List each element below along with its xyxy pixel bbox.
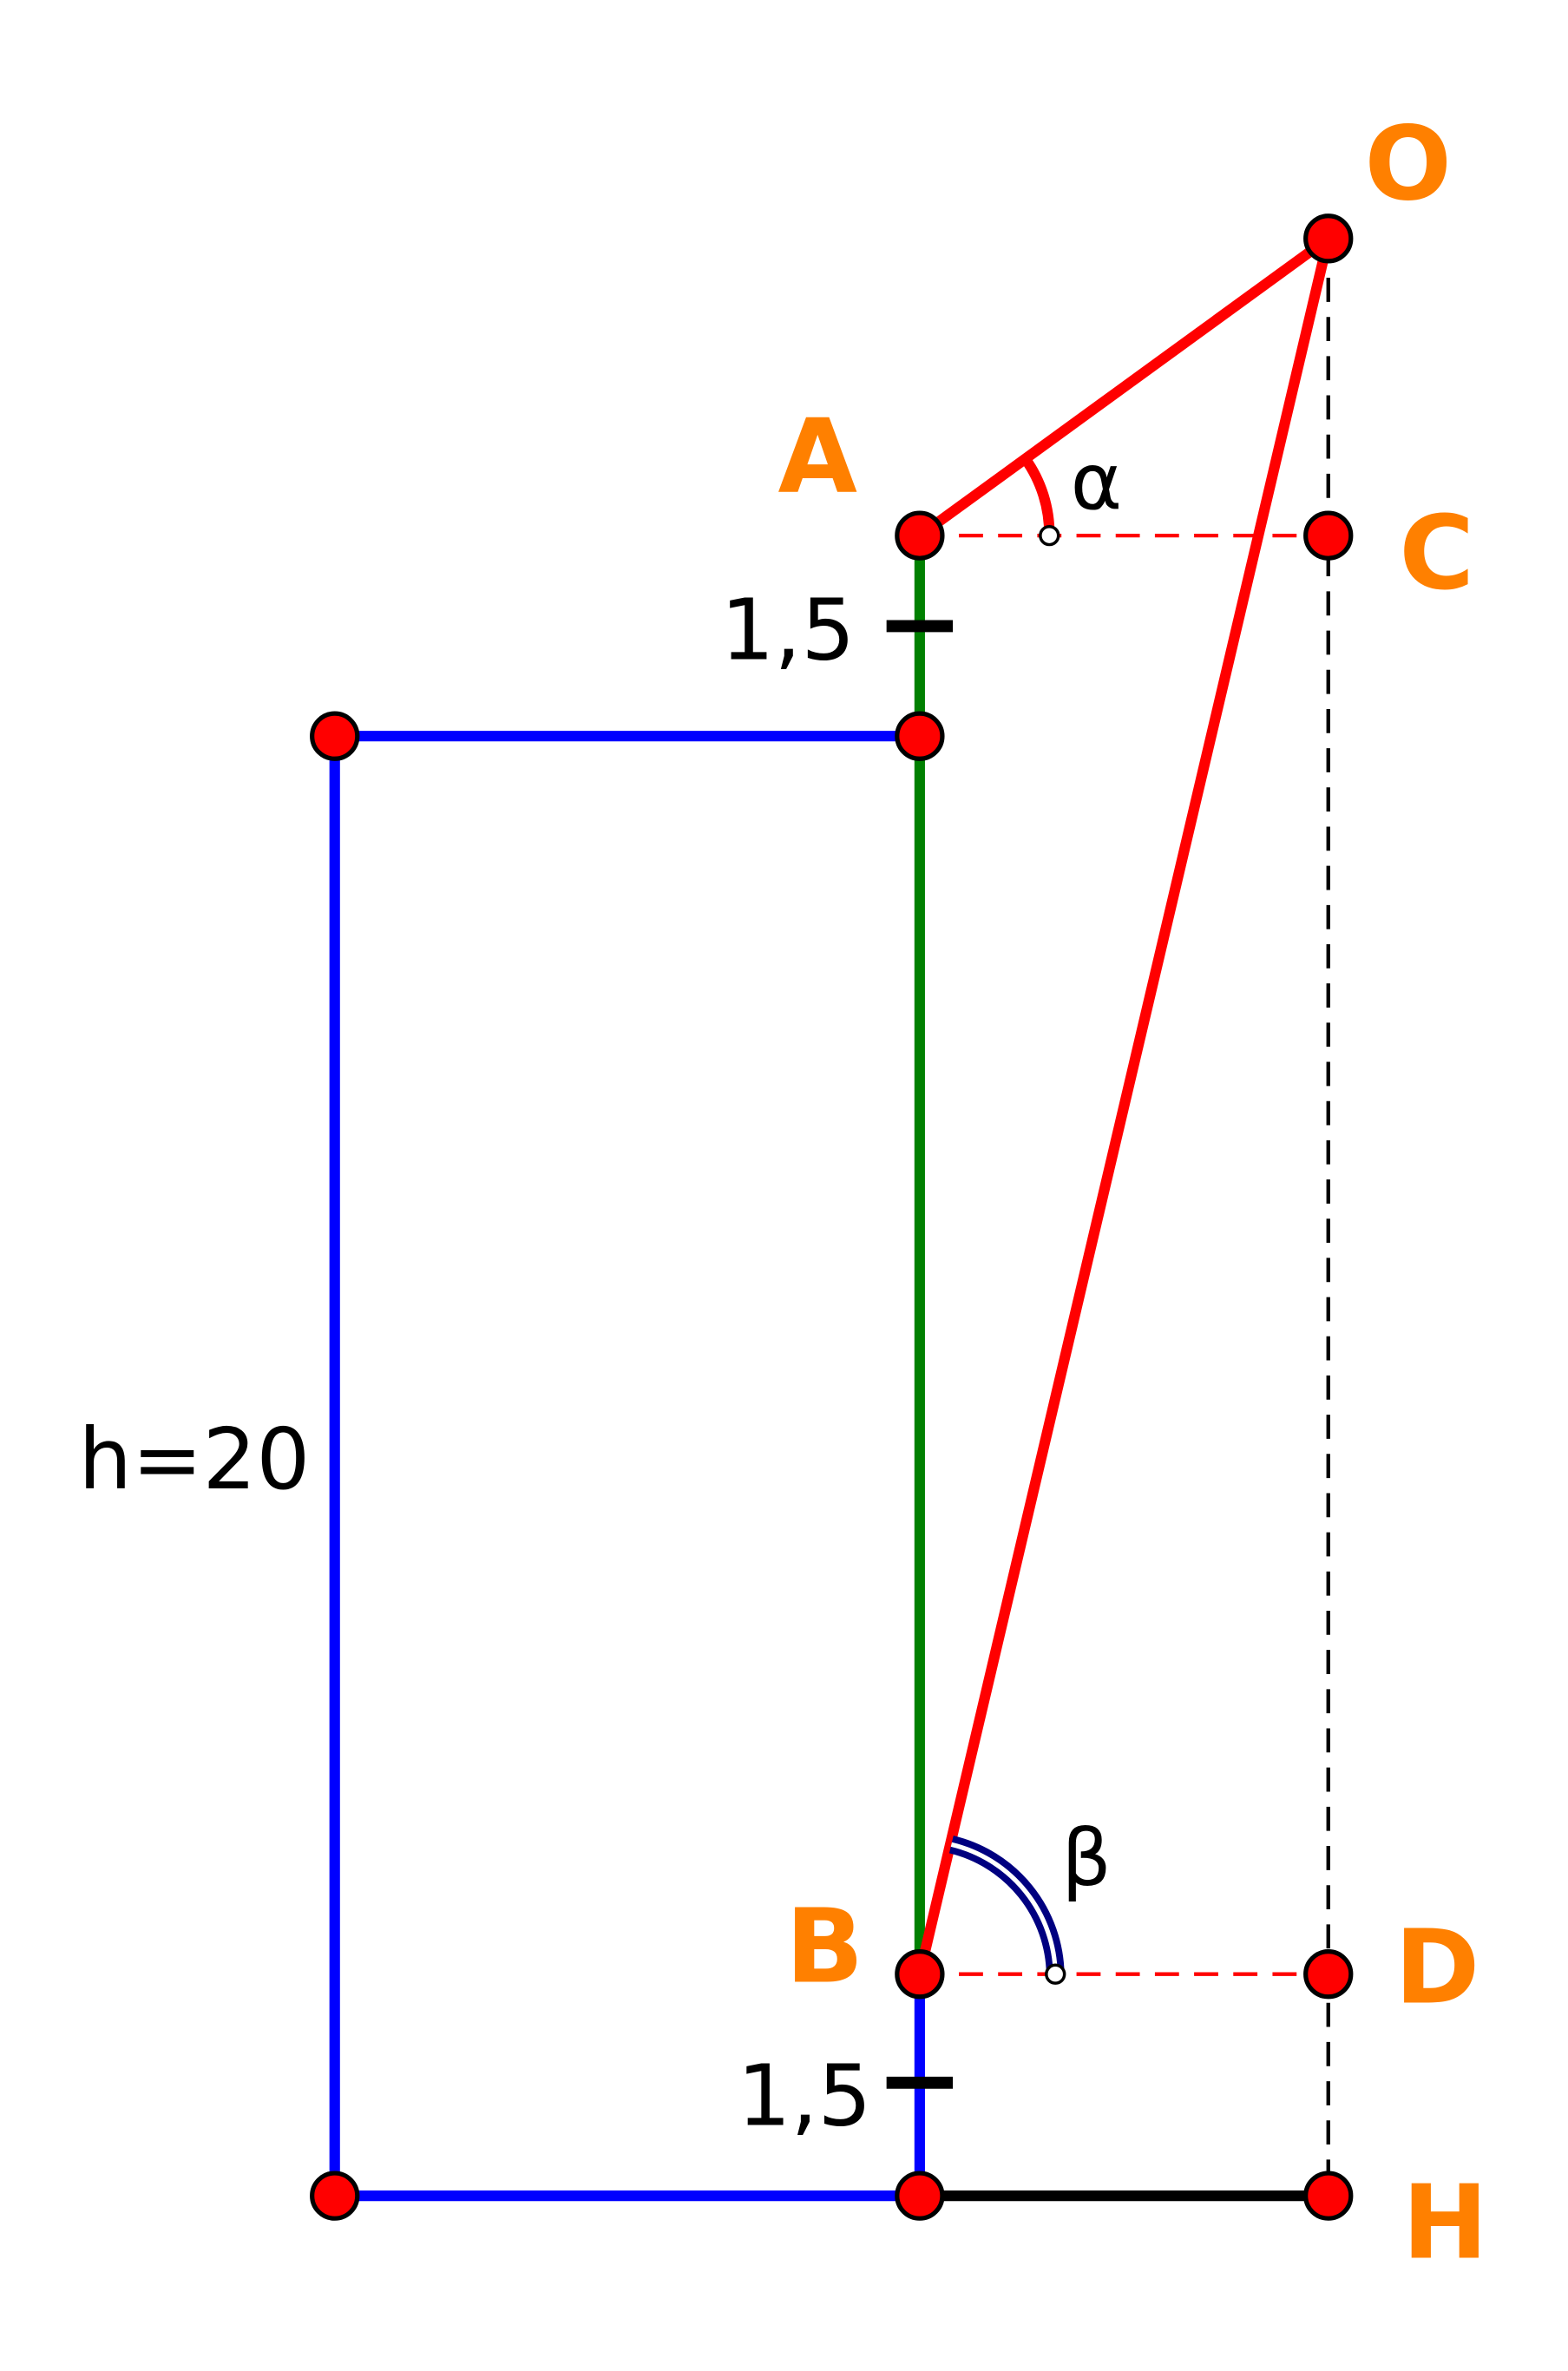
label-beta: β (1061, 1813, 1112, 1904)
alpha-arc (1020, 455, 1055, 536)
label-height: h=20 (78, 1410, 310, 1508)
label-h: H (1402, 2162, 1488, 2282)
point-d (1303, 1949, 1354, 2000)
point-base-left (310, 2171, 360, 2221)
building-outline (329, 731, 920, 2202)
beta-arc-handle (1045, 1963, 1066, 1985)
point-b (895, 1949, 945, 2000)
sight-line-bo (914, 237, 1334, 1976)
label-top-offset: 1,5 (721, 581, 856, 680)
point-base-right (895, 2171, 945, 2221)
point-o (1303, 213, 1354, 264)
label-o: O (1364, 104, 1451, 224)
label-d: D (1394, 1908, 1479, 2027)
label-c: C (1399, 493, 1474, 613)
label-b: B (785, 1886, 863, 2006)
point-roof-right (895, 711, 945, 761)
beta-arc-inner (950, 1842, 1058, 1974)
point-c (1303, 510, 1354, 561)
alpha-arc-handle (1039, 524, 1060, 547)
sight-line-ao (916, 233, 1332, 541)
point-roof-left (310, 711, 360, 761)
points-layer (310, 213, 1354, 2221)
label-bottom-offset: 1,5 (738, 2046, 872, 2144)
point-a (895, 510, 945, 561)
label-alpha: α (1071, 437, 1123, 528)
point-h (1303, 2171, 1354, 2221)
label-a: A (778, 397, 857, 516)
